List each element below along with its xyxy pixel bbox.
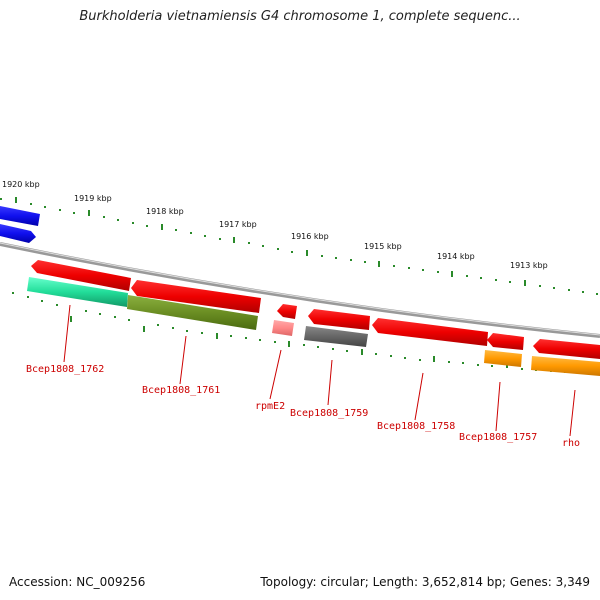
leader-line — [269, 349, 282, 400]
leader-line — [63, 304, 71, 363]
gene-arrow-red[interactable] — [131, 280, 261, 313]
gene-arrow-red[interactable] — [308, 309, 370, 330]
major-tick — [70, 316, 72, 322]
gene-block-orange[interactable] — [484, 350, 522, 367]
gene-label[interactable]: rpmE2 — [255, 401, 285, 412]
major-tick — [288, 341, 290, 347]
gene-arrow-blue[interactable] — [0, 224, 36, 243]
gene-arrow-red[interactable] — [277, 304, 297, 319]
major-tick — [15, 197, 17, 203]
gene-block-pink[interactable] — [272, 320, 294, 336]
leader-line — [414, 372, 424, 421]
gene-label[interactable]: Bcep1808_1761 — [142, 385, 220, 396]
kbp-label: 1915 kbp — [364, 242, 402, 251]
gene-arrow-red[interactable] — [487, 333, 524, 350]
gene-label[interactable]: Bcep1808_1758 — [377, 421, 455, 432]
genome-backbone — [0, 242, 600, 338]
major-tick — [361, 349, 363, 355]
gene-label[interactable]: rho — [562, 438, 580, 449]
page-title: Burkholderia vietnamiensis G4 chromosome… — [79, 9, 521, 24]
gene-block-olive[interactable] — [127, 295, 258, 330]
kbp-label: 1919 kbp — [74, 194, 112, 203]
gene-arrow-red[interactable] — [372, 318, 488, 346]
major-tick — [306, 250, 308, 256]
gene-arrow-blue[interactable] — [0, 206, 40, 226]
major-tick — [216, 333, 218, 339]
kbp-label: 1920 kbp — [2, 180, 40, 189]
kbp-labels: 1920 kbp 1919 kbp 1918 kbp 1917 kbp 1916… — [2, 180, 548, 270]
minor-ticks — [0, 198, 598, 295]
kbp-label: 1917 kbp — [219, 220, 257, 229]
leader-line — [179, 335, 187, 385]
leader-line — [495, 381, 501, 432]
leader-line — [569, 389, 576, 437]
gene-labels: Bcep1808_1762 Bcep1808_1761 rpmE2 Bcep18… — [26, 364, 580, 449]
kbp-label: 1913 kbp — [510, 261, 548, 270]
major-tick — [161, 224, 163, 230]
major-tick — [524, 280, 526, 286]
outer-scale — [0, 197, 598, 295]
kbp-label: 1918 kbp — [146, 207, 184, 216]
kbp-label: 1914 kbp — [437, 252, 475, 261]
topology-summary: Topology: circular; Length: 3,652,814 bp… — [260, 575, 590, 589]
gene-label[interactable]: Bcep1808_1762 — [26, 364, 104, 375]
major-tick — [433, 356, 435, 362]
gene-block-gray[interactable] — [304, 326, 368, 347]
gene-label[interactable]: Bcep1808_1757 — [459, 432, 537, 443]
reverse-strand-genes — [27, 277, 600, 376]
accession-text: Accession: NC_009256 — [9, 575, 146, 589]
gene-block-orange[interactable] — [531, 356, 600, 376]
gene-arrow-red[interactable] — [31, 260, 131, 291]
major-tick — [88, 210, 90, 216]
leader-line — [327, 359, 333, 406]
gene-block-teal[interactable] — [27, 277, 128, 307]
kbp-label: 1916 kbp — [291, 232, 329, 241]
major-tick — [143, 326, 145, 332]
genome-backbone-highlight — [0, 242, 600, 336]
major-tick — [451, 271, 453, 277]
major-tick — [233, 237, 235, 243]
gene-arrow-red[interactable] — [533, 339, 600, 359]
forward-strand-genes — [0, 206, 600, 359]
gene-leader-lines — [63, 304, 576, 437]
major-tick — [378, 261, 380, 267]
gene-label[interactable]: Bcep1808_1759 — [290, 408, 368, 419]
